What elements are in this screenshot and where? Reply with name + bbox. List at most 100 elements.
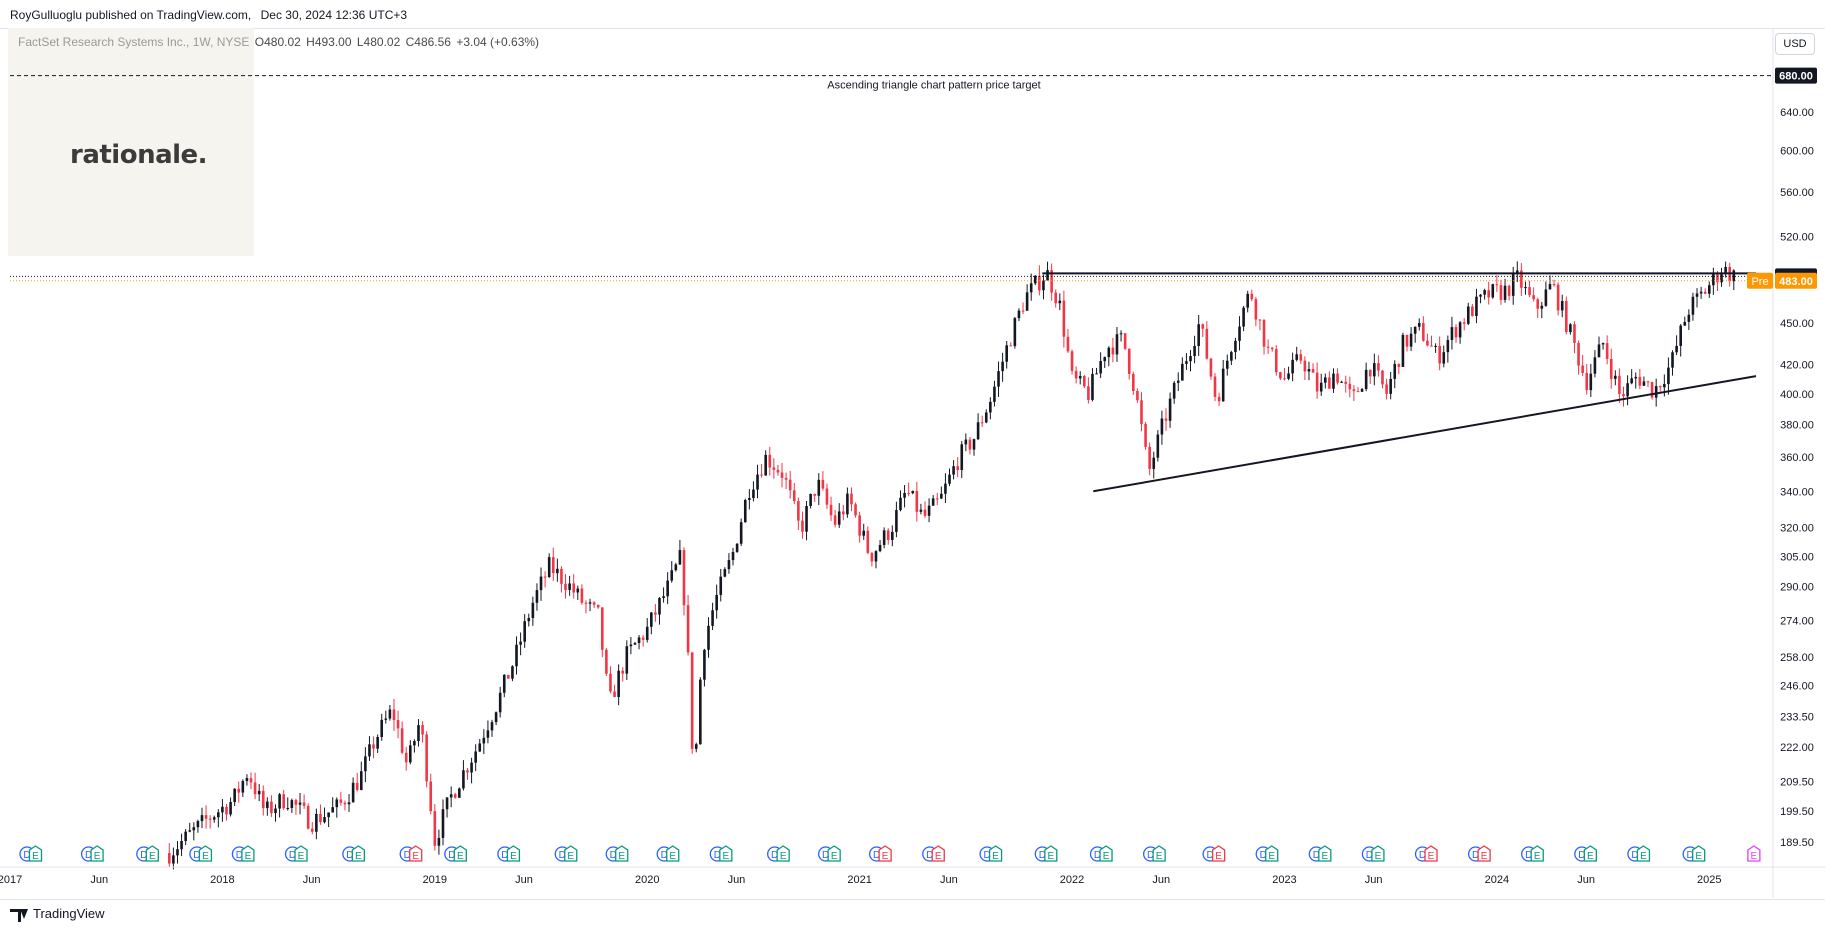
candle-body: [1238, 326, 1241, 341]
ohlc-open: O480.02: [254, 35, 301, 49]
candle-body: [984, 412, 988, 423]
earnings-letter: E: [412, 851, 419, 862]
candle-body: [1654, 386, 1658, 398]
earnings-letter: E: [882, 851, 889, 862]
candle-body: [850, 493, 853, 505]
time-tick-label: 2020: [635, 874, 659, 886]
currency-button[interactable]: USD: [1775, 33, 1815, 55]
price-tick-label: 320.00: [1780, 523, 1814, 535]
candle-body: [874, 551, 878, 562]
candle-body: [274, 808, 277, 814]
candle-body: [1401, 334, 1405, 367]
dividend-letter: D: [501, 850, 508, 861]
earnings-letter: E: [1481, 851, 1488, 862]
candle-body: [682, 550, 686, 606]
candle-body: [1422, 323, 1425, 341]
symbol-legend[interactable]: FactSet Research Systems Inc., 1W, NYSE …: [18, 35, 539, 49]
dividend-letter: D: [1260, 850, 1267, 861]
candle-body: [1569, 324, 1572, 333]
candle-body: [1720, 274, 1723, 283]
candle-body: [1266, 346, 1270, 348]
candle-body: [266, 801, 269, 809]
earnings-icon: [453, 845, 467, 862]
candle-body: [1279, 372, 1282, 379]
candle-body: [866, 530, 870, 553]
candle-body: [1475, 296, 1478, 317]
candle-body: [1123, 333, 1127, 349]
candle-body: [1364, 369, 1368, 390]
price-tick-label: 258.00: [1780, 652, 1814, 664]
earnings-icon: [1747, 845, 1761, 862]
earnings-icon: [145, 845, 159, 862]
candle-body: [1360, 389, 1364, 392]
candle-body: [1695, 293, 1699, 297]
candle-body: [413, 741, 416, 746]
price-tick-label: 274.00: [1780, 616, 1814, 628]
candle-body: [1042, 280, 1045, 291]
candle-body: [1225, 360, 1229, 369]
dividend-letter: D: [1366, 850, 1373, 861]
candle-body: [911, 490, 915, 494]
candle-body: [351, 782, 355, 803]
price-tick-label: 246.00: [1780, 680, 1814, 692]
candle-body: [1434, 345, 1437, 347]
candle-body: [1703, 291, 1707, 294]
candle-body: [899, 497, 902, 511]
time-tick-label: Jun: [1365, 874, 1383, 886]
candle-body: [1287, 373, 1290, 379]
candle-body: [1119, 333, 1123, 335]
candle-body: [1197, 324, 1200, 346]
candle-body: [355, 782, 359, 790]
dividend-letter: D: [822, 850, 829, 861]
dividend-letter: D: [610, 850, 617, 861]
candle-body: [1389, 378, 1392, 394]
dividend-letter: D: [771, 850, 778, 861]
candle-body: [449, 794, 453, 798]
earnings-icon: [351, 845, 366, 862]
candle-body: [1385, 384, 1388, 394]
dividend-letter: D: [661, 850, 668, 861]
candle-body: [1299, 354, 1303, 361]
candle-body: [1205, 328, 1209, 359]
candle-body: [1344, 381, 1348, 384]
footer-brand[interactable]: TradingView: [10, 906, 105, 922]
candle-body: [1295, 354, 1299, 360]
candle-body: [233, 788, 236, 803]
candle-body: [980, 422, 984, 424]
candle-body: [1332, 373, 1335, 389]
candle-body: [670, 570, 674, 581]
earnings-icon: [90, 845, 104, 862]
candle-body: [1605, 343, 1609, 360]
candle-body: [1507, 285, 1511, 296]
candle-body: [870, 552, 874, 562]
candle-body: [1373, 363, 1376, 377]
candle-body: [584, 602, 588, 604]
earnings-icon: [506, 845, 521, 862]
candle-body: [502, 674, 506, 693]
candle-body: [1515, 270, 1519, 274]
candle-body: [470, 762, 473, 773]
candle-body: [1699, 291, 1703, 294]
candle-body: [768, 454, 772, 468]
candle-body: [1658, 386, 1662, 388]
candle-body: [1597, 344, 1601, 358]
candle-body: [1303, 360, 1307, 372]
earnings-letter: E: [1534, 851, 1541, 862]
candle-body: [923, 509, 927, 516]
time-tick-label: 2023: [1272, 874, 1296, 886]
price-tick-label: 189.50: [1780, 837, 1814, 849]
candle-body: [993, 386, 996, 402]
candle-body: [1062, 300, 1066, 337]
candle-body: [486, 730, 490, 738]
candle-body: [212, 817, 216, 820]
price-tick-label: 199.50: [1780, 806, 1814, 818]
time-tick-label: 2024: [1485, 874, 1509, 886]
price-axis: 720.00680.00640.00600.00560.00520.00450.…: [1772, 28, 1814, 898]
candle-body: [347, 802, 351, 805]
candle-body: [1176, 380, 1180, 383]
candle-body: [1622, 393, 1625, 397]
candle-body: [1234, 340, 1237, 353]
candle-body: [735, 543, 739, 552]
candle-body: [1618, 375, 1621, 394]
